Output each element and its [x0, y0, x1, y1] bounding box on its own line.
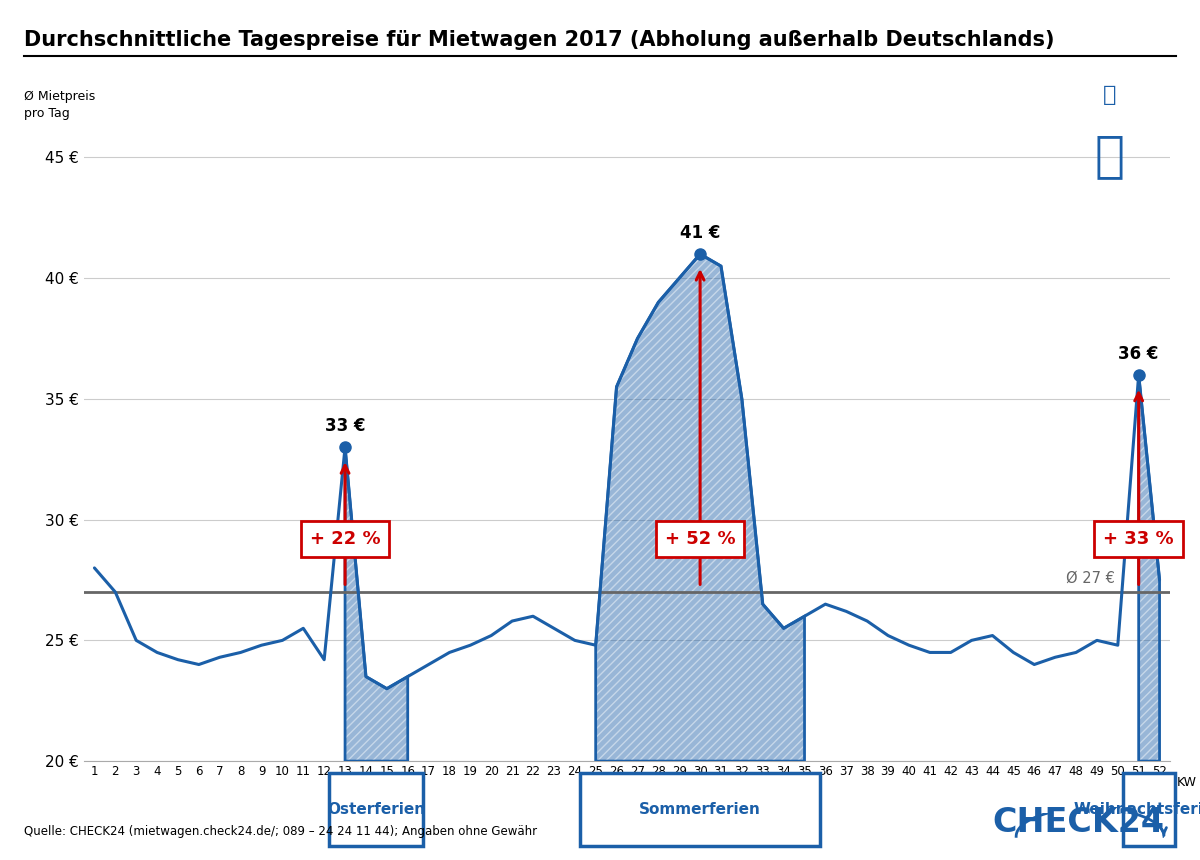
Text: KW: KW — [1176, 776, 1196, 789]
Text: + 52 %: + 52 % — [665, 530, 736, 548]
Text: CHECK24: CHECK24 — [992, 806, 1164, 838]
Text: pro Tag: pro Tag — [24, 108, 70, 120]
Text: alle Reiseländer (ohne Deutschland): alle Reiseländer (ohne Deutschland) — [120, 83, 460, 101]
FancyBboxPatch shape — [1123, 773, 1175, 845]
Text: Quelle: CHECK24 (mietwagen.check24.de/; 089 – 24 24 11 44); Angaben ohne Gewähr: Quelle: CHECK24 (mietwagen.check24.de/; … — [24, 826, 538, 838]
Text: 33 €: 33 € — [325, 417, 365, 435]
Text: 🚗: 🚗 — [1096, 132, 1126, 180]
Text: Ø Mietpreis: Ø Mietpreis — [24, 90, 95, 103]
Polygon shape — [595, 254, 804, 761]
Text: + 33 %: + 33 % — [1103, 530, 1174, 548]
Text: Durchschnittliche Tagespreise für Mietwagen 2017 (Abholung außerhalb Deutschland: Durchschnittliche Tagespreise für Mietwa… — [24, 30, 1055, 50]
FancyBboxPatch shape — [580, 773, 820, 845]
Text: Ø 27 €: Ø 27 € — [1066, 571, 1115, 586]
Text: Osterferien: Osterferien — [328, 802, 426, 817]
Text: 🔑: 🔑 — [1103, 85, 1117, 106]
Text: Sommerferien: Sommerferien — [640, 802, 761, 817]
Text: 36 €: 36 € — [1118, 345, 1159, 363]
FancyBboxPatch shape — [329, 773, 424, 845]
Polygon shape — [1139, 375, 1159, 761]
Text: 41 €: 41 € — [680, 224, 720, 242]
Text: + 22 %: + 22 % — [310, 530, 380, 548]
Text: Weihnachtsferien: Weihnachtsferien — [1074, 802, 1200, 817]
Polygon shape — [346, 447, 408, 761]
